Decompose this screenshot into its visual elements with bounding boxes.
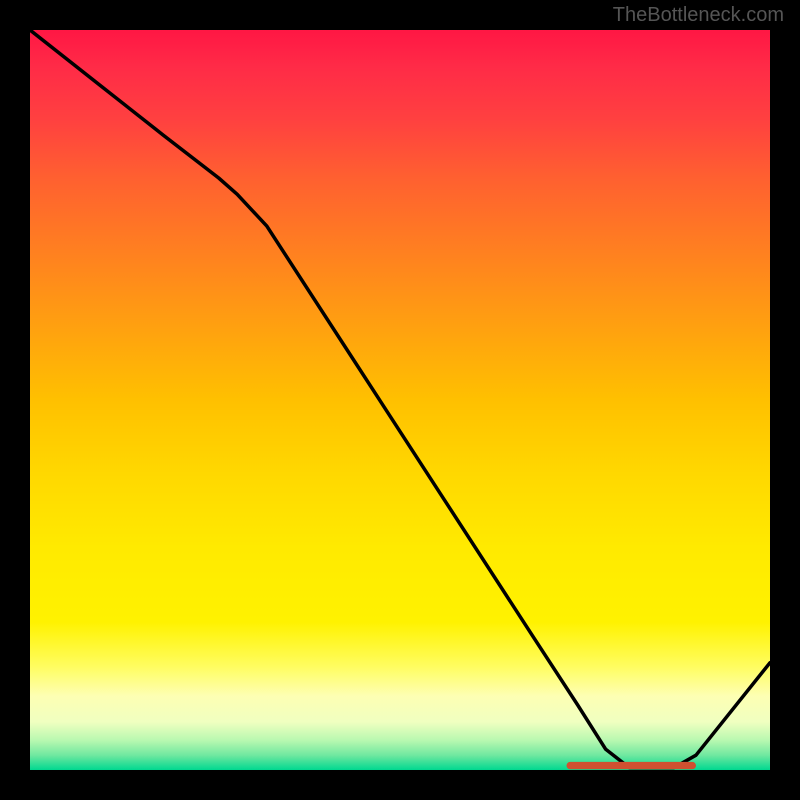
chart-svg [30,30,770,770]
watermark-text: TheBottleneck.com [613,4,784,27]
chart-area [30,30,770,770]
